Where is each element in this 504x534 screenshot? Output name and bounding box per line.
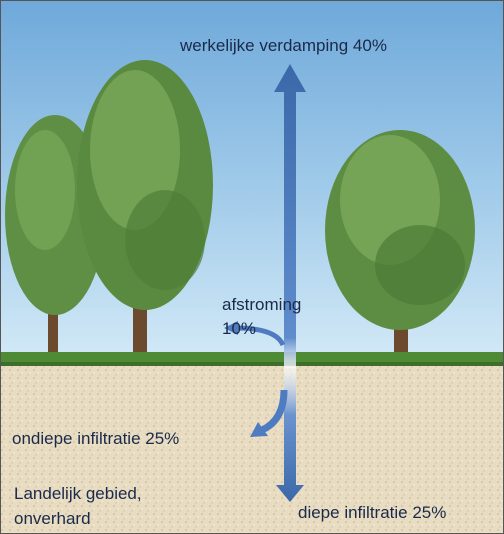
caption-line: onverhard xyxy=(14,509,91,528)
grass-edge xyxy=(0,362,504,366)
deep-infiltration-label: diepe infiltratie 25% xyxy=(298,503,446,522)
runoff-label: afstroming xyxy=(222,295,301,314)
caption-line: Landelijk gebied, xyxy=(14,484,142,503)
shallow-infiltration-label: ondiepe infiltratie 25% xyxy=(12,429,179,448)
evaporation-label: werkelijke verdamping 40% xyxy=(179,36,387,55)
runoff-value: 10% xyxy=(222,319,256,338)
diagram: werkelijke verdamping 40% afstroming 10%… xyxy=(0,0,504,534)
